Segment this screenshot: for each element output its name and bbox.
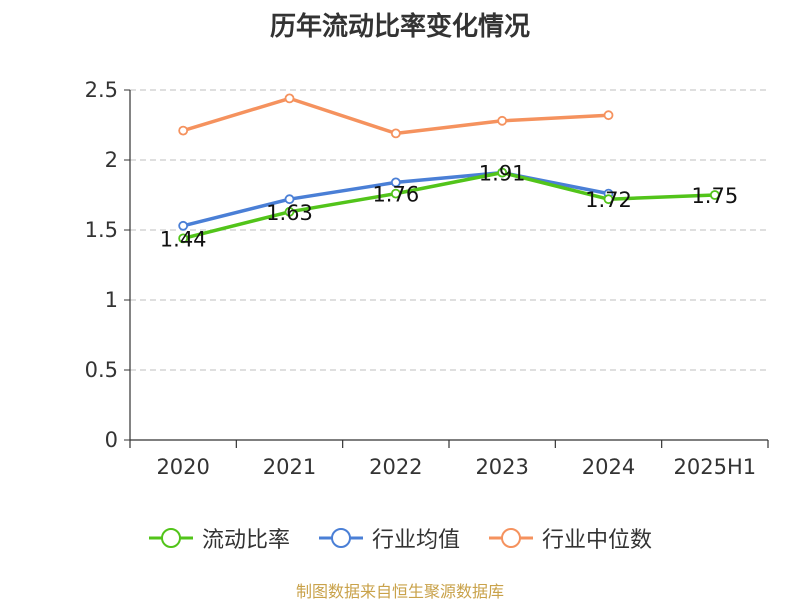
- data-point: [390, 188, 401, 199]
- data-point: [178, 233, 189, 244]
- legend-marker: [330, 528, 351, 548]
- y-tick-label: 0: [105, 428, 118, 452]
- x-tick-label: 2024: [582, 455, 635, 479]
- data-point: [497, 167, 508, 178]
- y-tick-label: 1.5: [85, 218, 118, 242]
- data-label: 1.76: [372, 183, 419, 207]
- data-labels: 1.44 1.63 1.76 1.91 1.72 1.75: [160, 162, 738, 252]
- series-line: [182, 170, 715, 241]
- series-line: [182, 96, 609, 136]
- legend-swatch: [489, 528, 533, 548]
- legend-item[interactable]: 行业中位数: [488, 522, 652, 554]
- data-point: [497, 115, 508, 126]
- data-label: 1.72: [585, 188, 632, 212]
- x-tick-label: 2023: [475, 455, 528, 479]
- grid-lines: [130, 89, 768, 371]
- y-tick-label: 1: [105, 288, 118, 312]
- y-tick-label: 2.5: [85, 78, 118, 102]
- source-note: 制图数据来自恒生聚源数据库: [295, 582, 504, 601]
- data-point: [390, 177, 401, 188]
- data-label: 1.44: [160, 227, 207, 251]
- legend-marker: [501, 528, 521, 548]
- data-label: 1.91: [479, 162, 526, 186]
- data-point: [284, 206, 295, 217]
- legend-label: 行业均值: [371, 528, 460, 553]
- legend-swatch: [148, 528, 193, 548]
- data-point: [284, 194, 295, 205]
- data-label: 1.75: [691, 184, 738, 208]
- data-point: [284, 93, 295, 104]
- data-point: [178, 125, 189, 136]
- axes: 0 0.5 1 1.5 2 2.5 2020 2021 2022 2023 2024 2025H1: [85, 78, 769, 479]
- x-tick-label: 2021: [263, 455, 316, 479]
- chart-title: 历年流动比率变化情况: [269, 12, 530, 42]
- legend-item[interactable]: 行业均值: [318, 522, 460, 554]
- x-tick-label: 2025H1: [674, 455, 757, 479]
- legend-item[interactable]: 流动比率: [148, 522, 290, 554]
- data-point: [709, 190, 720, 200]
- data-point: [390, 128, 401, 139]
- legend-swatch: [318, 528, 363, 548]
- legend-label: 流动比率: [201, 528, 290, 553]
- series-lines: [178, 93, 720, 244]
- data-point: [178, 220, 189, 231]
- legend-label: 行业中位数: [542, 528, 653, 553]
- data-label: 1.63: [266, 201, 313, 225]
- x-tick-label: 2022: [369, 455, 422, 479]
- y-tick-label: 0.5: [85, 358, 118, 382]
- y-tick-label: 2: [105, 148, 118, 172]
- data-point: [603, 194, 614, 205]
- legend-marker: [160, 528, 181, 548]
- legend: 流动比率 行业均值 行业中位数: [0, 520, 800, 556]
- x-tick-label: 2020: [156, 455, 209, 479]
- data-point: [603, 110, 614, 121]
